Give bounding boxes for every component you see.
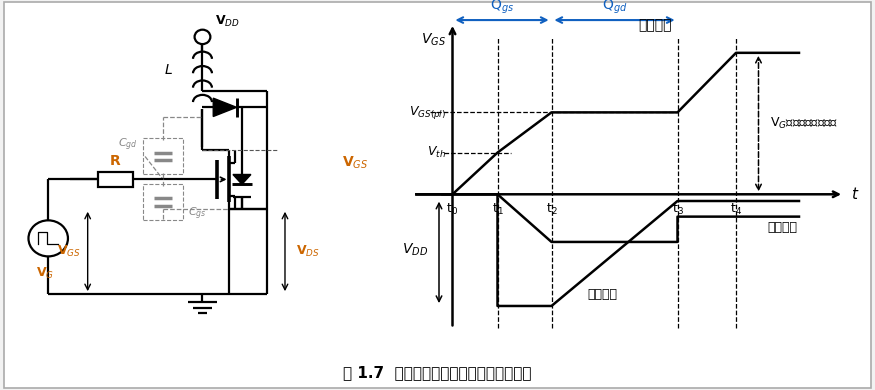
Text: L: L	[164, 63, 172, 77]
Text: t$_4$: t$_4$	[730, 202, 742, 217]
Text: V$_G$（栊极驱动电压）: V$_G$（栊极驱动电压）	[770, 116, 837, 131]
Text: t$_0$: t$_0$	[446, 202, 458, 217]
Text: V$_{GS}$: V$_{GS}$	[421, 32, 445, 48]
Text: Q$_{gd}$: Q$_{gd}$	[602, 0, 627, 16]
Text: V$_{th}$: V$_{th}$	[427, 145, 445, 160]
Text: V$_{DD}$: V$_{DD}$	[215, 14, 240, 29]
Polygon shape	[233, 174, 251, 184]
Text: t: t	[850, 187, 857, 202]
Text: 图 1.7  栊极充电电路和波形（电感负载）: 图 1.7 栊极充电电路和波形（电感负载）	[343, 365, 532, 380]
Text: V$_{GS}$: V$_{GS}$	[57, 244, 80, 259]
Text: V$_{DD}$: V$_{DD}$	[402, 242, 428, 258]
Text: C$_{gs}$: C$_{gs}$	[188, 206, 206, 222]
Text: 栊极电压: 栊极电压	[638, 19, 672, 33]
Polygon shape	[214, 98, 236, 117]
Text: t$_3$: t$_3$	[671, 202, 683, 217]
Text: V$_{DS}$: V$_{DS}$	[296, 244, 319, 259]
Text: Q$_{gs}$: Q$_{gs}$	[490, 0, 514, 16]
Text: V$_G$: V$_G$	[36, 266, 53, 281]
Text: 漏极电压: 漏极电压	[587, 288, 618, 301]
Text: 漏极电流: 漏极电流	[767, 221, 797, 234]
Text: V$_{GS(pl)}$: V$_{GS(pl)}$	[409, 104, 445, 121]
Text: C$_{gd}$: C$_{gd}$	[118, 137, 138, 153]
Text: t$_1$: t$_1$	[492, 202, 503, 217]
Bar	[98, 172, 132, 186]
Text: t$_2$: t$_2$	[546, 202, 557, 217]
Text: V$_{GS}$: V$_{GS}$	[342, 155, 368, 171]
Text: R: R	[110, 154, 121, 168]
